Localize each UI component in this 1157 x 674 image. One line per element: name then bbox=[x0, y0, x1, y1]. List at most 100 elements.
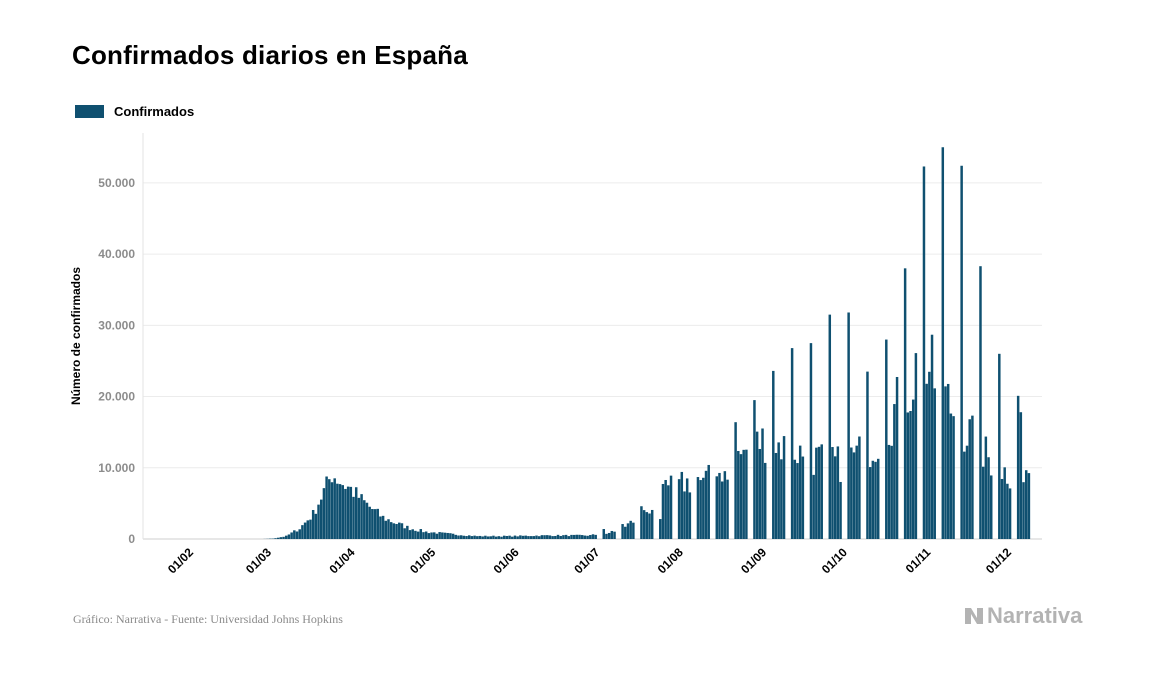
bar bbox=[419, 529, 423, 539]
bar bbox=[793, 459, 797, 539]
bar bbox=[572, 534, 576, 539]
bar bbox=[890, 445, 893, 539]
bar bbox=[492, 535, 495, 539]
bar bbox=[371, 509, 374, 539]
bar bbox=[718, 472, 721, 539]
bar bbox=[575, 534, 579, 539]
bar bbox=[473, 535, 476, 539]
bar bbox=[925, 383, 928, 539]
bar bbox=[285, 535, 288, 539]
bar bbox=[457, 535, 460, 539]
x-tick-label: 01/08 bbox=[655, 545, 686, 576]
bar bbox=[702, 477, 705, 539]
bar bbox=[1003, 467, 1006, 539]
bar bbox=[1027, 473, 1031, 539]
bar bbox=[621, 524, 624, 539]
bar bbox=[505, 535, 509, 539]
brand-name: Narrativa bbox=[987, 603, 1083, 628]
bar bbox=[476, 536, 479, 539]
bar bbox=[928, 371, 931, 539]
bar bbox=[607, 532, 611, 539]
bar bbox=[874, 461, 877, 539]
bar bbox=[346, 486, 350, 539]
bar bbox=[629, 520, 632, 539]
bar bbox=[548, 535, 552, 539]
bar bbox=[828, 314, 832, 539]
bar bbox=[1008, 488, 1012, 539]
bar bbox=[559, 535, 562, 539]
bar bbox=[543, 535, 546, 539]
bar bbox=[295, 531, 299, 539]
bar bbox=[341, 485, 344, 539]
bar bbox=[871, 460, 875, 539]
bar bbox=[578, 534, 581, 539]
bar bbox=[850, 447, 853, 539]
bar bbox=[906, 412, 910, 539]
bar bbox=[333, 478, 336, 539]
y-tick-label: 10.000 bbox=[98, 461, 135, 475]
bar bbox=[946, 383, 950, 539]
bar bbox=[589, 535, 592, 539]
bar bbox=[965, 445, 969, 539]
bar bbox=[389, 522, 393, 539]
bar bbox=[1019, 412, 1023, 539]
bar bbox=[715, 476, 719, 539]
bar bbox=[508, 535, 511, 539]
bar bbox=[478, 535, 482, 539]
bar bbox=[486, 536, 490, 539]
bar bbox=[430, 532, 433, 539]
bar bbox=[610, 530, 614, 539]
bar bbox=[726, 479, 729, 539]
narrativa-logo-icon bbox=[965, 608, 983, 624]
bar bbox=[422, 532, 425, 539]
bar bbox=[459, 535, 463, 539]
bar bbox=[944, 386, 947, 539]
bar bbox=[336, 483, 339, 539]
x-tick-label: 01/03 bbox=[243, 545, 274, 576]
bar bbox=[586, 535, 589, 539]
chart-title: Confirmados diarios en España bbox=[72, 40, 468, 70]
bar bbox=[688, 492, 692, 539]
bar bbox=[311, 509, 315, 539]
bar bbox=[753, 400, 756, 539]
bar bbox=[398, 522, 401, 539]
x-tick-label: 01/02 bbox=[165, 545, 196, 576]
bar bbox=[640, 506, 643, 539]
bar bbox=[387, 519, 390, 539]
bar bbox=[443, 532, 447, 539]
bar bbox=[815, 447, 818, 539]
bar bbox=[704, 470, 708, 539]
y-tick-label: 0 bbox=[128, 532, 135, 546]
bar bbox=[416, 531, 420, 539]
bar bbox=[435, 533, 439, 539]
bar bbox=[960, 165, 963, 539]
bar bbox=[465, 536, 468, 539]
bar bbox=[500, 536, 503, 539]
legend: Confirmados bbox=[75, 104, 194, 119]
bar bbox=[930, 334, 934, 539]
bar bbox=[699, 480, 702, 539]
x-tick-label: 01/10 bbox=[819, 545, 850, 576]
bar bbox=[373, 509, 377, 539]
bar bbox=[298, 529, 301, 539]
bar bbox=[381, 515, 385, 539]
x-tick-label: 01/06 bbox=[491, 545, 522, 576]
bar bbox=[276, 537, 280, 539]
bar bbox=[433, 532, 436, 539]
bar bbox=[583, 535, 587, 539]
y-tick-label: 20.000 bbox=[98, 390, 135, 404]
bar bbox=[1022, 482, 1025, 539]
bar bbox=[519, 535, 522, 539]
bar bbox=[524, 535, 527, 539]
bar bbox=[984, 436, 988, 539]
bar bbox=[567, 536, 571, 539]
bar bbox=[481, 536, 484, 539]
bar bbox=[737, 450, 740, 539]
bar bbox=[330, 482, 334, 539]
bar bbox=[817, 446, 821, 539]
bar bbox=[796, 463, 799, 539]
bar bbox=[683, 491, 686, 539]
x-tick-label: 01/05 bbox=[407, 545, 438, 576]
bar bbox=[494, 536, 498, 539]
